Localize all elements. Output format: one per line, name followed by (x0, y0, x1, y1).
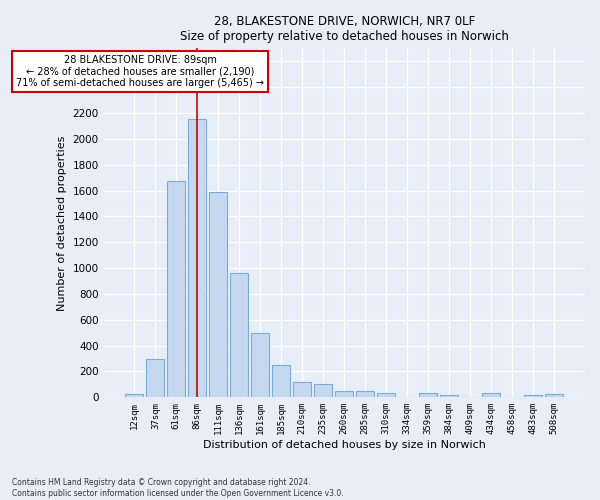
X-axis label: Distribution of detached houses by size in Norwich: Distribution of detached houses by size … (203, 440, 486, 450)
Text: 28 BLAKESTONE DRIVE: 89sqm
← 28% of detached houses are smaller (2,190)
71% of s: 28 BLAKESTONE DRIVE: 89sqm ← 28% of deta… (16, 55, 264, 88)
Bar (482, 394, 500, 398)
Bar (146, 358, 164, 398)
Bar (125, 394, 143, 398)
Title: 28, BLAKESTONE DRIVE, NORWICH, NR7 0LF
Size of property relative to detached hou: 28, BLAKESTONE DRIVE, NORWICH, NR7 0LF S… (180, 15, 509, 43)
Bar (251, 332, 269, 398)
Bar (524, 394, 542, 398)
Bar (167, 182, 185, 398)
Text: Contains HM Land Registry data © Crown copyright and database right 2024.
Contai: Contains HM Land Registry data © Crown c… (12, 478, 344, 498)
Bar (545, 394, 563, 398)
Bar (356, 391, 374, 398)
Bar (419, 393, 437, 398)
Bar (188, 120, 206, 398)
Bar (293, 382, 311, 398)
Bar (209, 192, 227, 398)
Bar (440, 394, 458, 398)
Bar (314, 384, 332, 398)
Bar (272, 365, 290, 398)
Bar (335, 391, 353, 398)
Bar (377, 393, 395, 398)
Y-axis label: Number of detached properties: Number of detached properties (57, 135, 67, 310)
Bar (230, 273, 248, 398)
